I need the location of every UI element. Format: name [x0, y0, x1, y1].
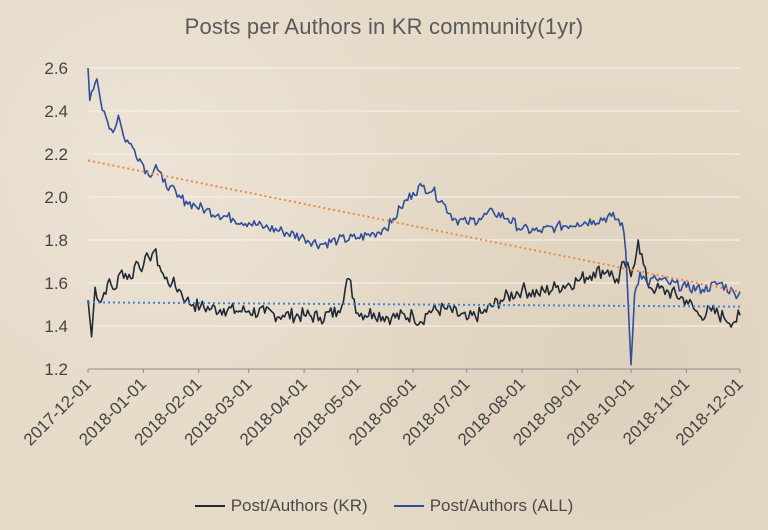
y-tick-label-0: 1.2	[44, 360, 68, 379]
chart-title: Posts per Authors in KR community(1yr)	[184, 14, 584, 39]
legend-swatch-kr	[194, 505, 225, 507]
legend-label-all: Post/Authors (ALL)	[429, 496, 574, 515]
legend: Post/Authors (KR) Post/Authors (ALL)	[0, 496, 768, 516]
legend-label-kr: Post/Authors (KR)	[230, 496, 368, 515]
legend-item-all: Post/Authors (ALL)	[393, 496, 574, 516]
series-line-0	[87, 239, 741, 338]
y-tick-label-7: 2.6	[44, 59, 68, 78]
legend-item-kr: Post/Authors (KR)	[194, 496, 368, 516]
y-tick-label-3: 1.8	[44, 231, 68, 250]
series-line-1	[87, 67, 741, 366]
y-tick-label-5: 2.2	[44, 145, 68, 164]
y-tick-label-2: 1.6	[44, 274, 68, 293]
trendline-0	[87, 159, 741, 293]
legend-swatch-all	[393, 505, 424, 507]
trendline-1	[87, 301, 741, 308]
y-tick-label-4: 2.0	[44, 188, 68, 207]
y-tick-label-6: 2.4	[44, 102, 68, 121]
y-tick-label-1: 1.4	[44, 317, 68, 336]
